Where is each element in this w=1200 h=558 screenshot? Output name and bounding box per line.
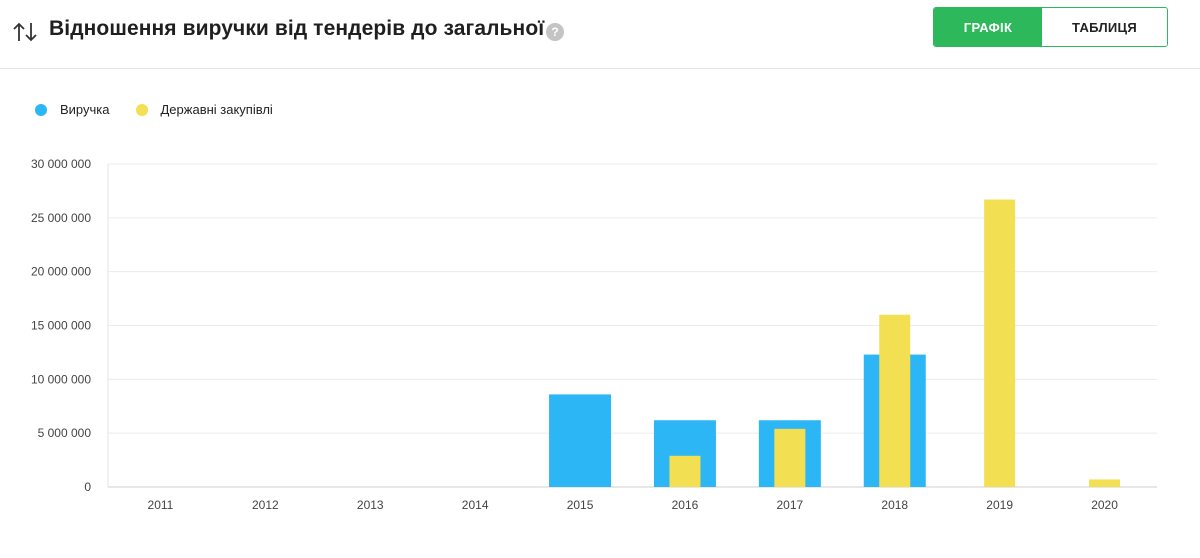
chart-legend: Виручка Державні закупівлі <box>35 102 299 117</box>
legend-item-procurement[interactable]: Державні закупівлі <box>135 102 273 117</box>
legend-dot-revenue <box>35 103 47 116</box>
chart-title: Відношення виручки від тендерів до загал… <box>49 17 545 40</box>
x-tick-label: 2013 <box>357 498 384 512</box>
x-tick-label: 2014 <box>462 498 489 512</box>
x-tick-label: 2015 <box>567 498 594 512</box>
x-tick-label: 2011 <box>148 498 174 512</box>
bar-revenue[interactable] <box>549 394 612 487</box>
y-tick-label: 20 000 000 <box>31 265 91 279</box>
y-tick-label: 25 000 000 <box>31 211 91 225</box>
bar-procurement[interactable] <box>1089 479 1121 487</box>
x-tick-label: 2016 <box>672 498 699 512</box>
chart-header: Відношення виручки від тендерів до загал… <box>0 0 1200 69</box>
sort-arrows-icon[interactable] <box>12 20 38 44</box>
y-tick-label: 30 000 000 <box>31 157 91 171</box>
help-icon[interactable]: ? <box>546 23 564 41</box>
x-tick-label: 2017 <box>776 498 803 512</box>
bar-procurement[interactable] <box>774 428 806 487</box>
tab-chart[interactable]: ГРАФІК <box>934 8 1042 46</box>
y-tick-label: 15 000 000 <box>31 319 91 333</box>
y-axis: 0 5 000 000 10 000 000 15 000 000 20 000 000… <box>31 157 91 494</box>
x-tick-label: 2018 <box>881 498 908 512</box>
legend-label-revenue: Виручка <box>60 102 110 117</box>
x-tick-label: 2012 <box>252 498 279 512</box>
chart-bars <box>549 199 1121 487</box>
tab-table[interactable]: ТАБЛИЦЯ <box>1042 8 1167 46</box>
chart-grid <box>107 163 1157 488</box>
bar-procurement[interactable] <box>669 455 701 487</box>
bar-procurement[interactable] <box>879 314 911 487</box>
legend-item-revenue[interactable]: Виручка <box>35 102 110 117</box>
bar-procurement[interactable] <box>984 199 1016 487</box>
y-tick-label: 10 000 000 <box>31 372 91 386</box>
x-tick-label: 2019 <box>986 498 1013 512</box>
x-tick-label: 2020 <box>1091 498 1118 512</box>
view-toggle: ГРАФІК ТАБЛИЦЯ <box>933 7 1168 47</box>
y-tick-label: 0 <box>84 480 91 494</box>
legend-dot-procurement <box>135 103 148 116</box>
x-axis: 2011 2012 2013 2014 2015 2016 2017 2018 2019 2020 <box>148 498 1119 512</box>
legend-label-procurement: Державні закупівлі <box>160 102 273 117</box>
y-tick-label: 5 000 000 <box>38 426 92 440</box>
